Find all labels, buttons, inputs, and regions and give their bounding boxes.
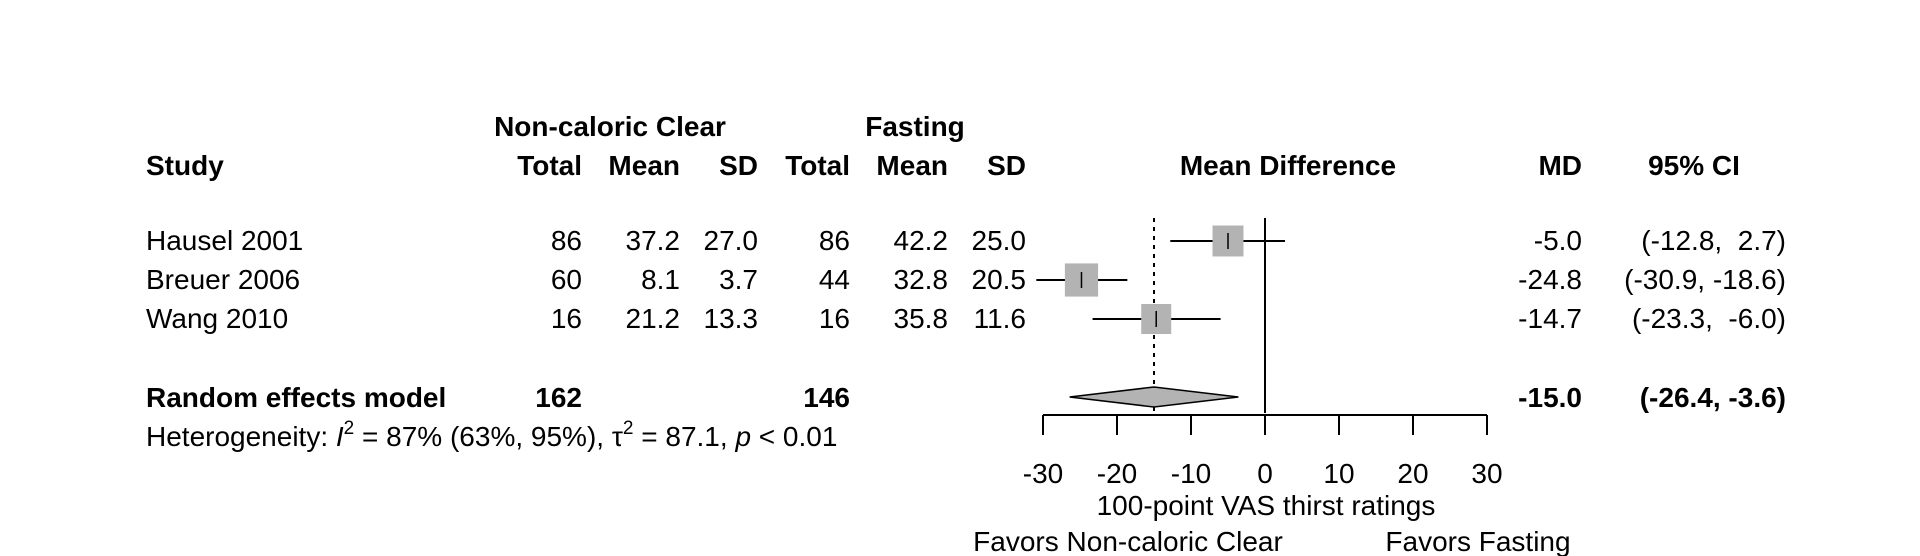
x-axis-tick-label: 0 <box>1257 458 1273 489</box>
pooled-ctl-total: 146 <box>803 382 850 413</box>
header-study: Study <box>146 150 224 181</box>
study-cell-exp-sd: 13.3 <box>704 303 759 334</box>
favors-left-label: Favors Non-caloric Clear <box>973 526 1283 556</box>
study-cell-ctl-sd: 11.6 <box>974 303 1026 334</box>
study-cell-md-text: -24.8 <box>1518 264 1582 295</box>
study-cell-name: Hausel 2001 <box>146 225 303 256</box>
study-cell-name: Wang 2010 <box>146 303 288 334</box>
pooled-ci: (-26.4, -3.6) <box>1640 382 1786 413</box>
header-md: MD <box>1538 150 1582 181</box>
header-exp-mean: Mean <box>608 150 680 181</box>
plot-area: -30 -20 -10 0 10 20 30 <box>1023 218 1503 489</box>
pooled-exp-total: 162 <box>535 382 582 413</box>
header-plot: Mean Difference <box>1180 150 1396 181</box>
study-cell-ctl-sd: 20.5 <box>972 264 1027 295</box>
header-ctl-total: Total <box>785 150 850 181</box>
x-axis-tick-label: -20 <box>1097 458 1137 489</box>
i2-sup: 2 <box>344 418 355 439</box>
header-exp-sd: SD <box>719 150 758 181</box>
study-cell-md-text: -14.7 <box>1518 303 1582 334</box>
study-cell-exp-sd: 3.7 <box>719 264 758 295</box>
study-cell-ci-text: (-12.8, 2.7) <box>1641 225 1786 256</box>
header-ctl-mean: Mean <box>876 150 948 181</box>
study-cell-exp-mean: 37.2 <box>626 225 681 256</box>
header-ctl-sd: SD <box>987 150 1026 181</box>
tau2-symbol: τ <box>612 421 623 452</box>
favors-right-label: Favors Fasting <box>1385 526 1570 556</box>
study-cell-exp-total: 60 <box>551 264 582 295</box>
x-axis-label: 100-point VAS thirst ratings <box>1097 490 1436 521</box>
x-axis-tick-label: 10 <box>1323 458 1354 489</box>
heterogeneity-prefix: Heterogeneity: <box>146 421 336 452</box>
study-cell-name: Breuer 2006 <box>146 264 300 295</box>
x-axis-tick-label: 30 <box>1471 458 1502 489</box>
study-cell-ctl-mean: 42.2 <box>894 225 949 256</box>
study-cell-ci-text: (-30.9, -18.6) <box>1624 264 1786 295</box>
study-rows: Hausel 2001 86 37.2 27.0 86 42.2 25.0 -5.0 (-12.… <box>146 225 1786 334</box>
study-cell-ctl-sd: 25.0 <box>972 225 1027 256</box>
study-cell-exp-mean: 8.1 <box>641 264 680 295</box>
study-cell-exp-mean: 21.2 <box>626 303 681 334</box>
tau2-value: = 87.1, <box>633 421 735 452</box>
i2-symbol: I <box>336 421 344 452</box>
pooled-diamond <box>1069 386 1239 408</box>
p-value: < 0.01 <box>751 421 837 452</box>
study-cell-ci-text: (-23.3, -6.0) <box>1632 303 1786 334</box>
study-cell-md-text: -5.0 <box>1534 225 1582 256</box>
study-cell-exp-total: 16 <box>551 303 582 334</box>
heterogeneity-text: Heterogeneity: I2 = 87% (63%, 95%), τ2 =… <box>146 418 837 452</box>
tau2-sup: 2 <box>623 418 634 439</box>
study-cell-ctl-mean: 32.8 <box>894 264 949 295</box>
header-exp-total: Total <box>517 150 582 181</box>
study-cell-exp-total: 86 <box>551 225 582 256</box>
p-symbol: p <box>734 421 751 452</box>
study-cell-exp-sd: 27.0 <box>704 225 759 256</box>
pooled-md: -15.0 <box>1518 382 1582 413</box>
i2-value: = 87% (63%, 95%), <box>354 421 612 452</box>
study-cell-ctl-total: 16 <box>819 303 850 334</box>
study-cell-ctl-mean: 35.8 <box>894 303 949 334</box>
pooled-label: Random effects model <box>146 382 446 413</box>
header-experimental-group: Non-caloric Clear <box>494 111 726 142</box>
header-ci: 95% CI <box>1648 150 1740 181</box>
x-axis-tick-label: -30 <box>1023 458 1063 489</box>
study-cell-ctl-total: 44 <box>819 264 850 295</box>
x-axis-tick-label: 20 <box>1397 458 1428 489</box>
header-control-group: Fasting <box>865 111 965 142</box>
study-cell-ctl-total: 86 <box>819 225 850 256</box>
x-axis-tick-label: -10 <box>1171 458 1211 489</box>
